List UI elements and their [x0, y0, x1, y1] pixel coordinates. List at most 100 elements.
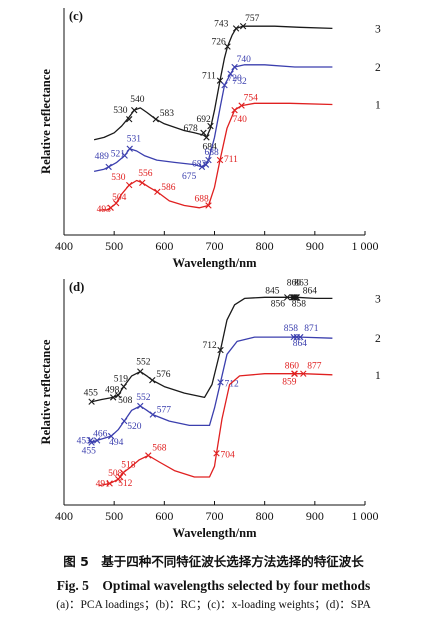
marker-cross-b [293, 294, 300, 301]
marker-cross-b [231, 106, 238, 114]
wavelength-marker: 871 [297, 324, 319, 341]
wavelength-marker: 711 [202, 72, 224, 84]
wavelength-marker: 743 [214, 19, 240, 32]
marker-cross-b [114, 392, 122, 399]
marker-label: 720 [228, 74, 243, 84]
figure-canvas: 400 500 600 700 800 900 1 000 (c) Wavelength/nm R… [39, 8, 381, 540]
marker-cross-b [216, 77, 224, 84]
marker-label: 704 [221, 450, 236, 460]
wavelength-marker: 877 [300, 362, 322, 377]
x-tick-label: 500 [105, 239, 123, 253]
marker-label: 576 [156, 370, 171, 380]
wavelength-marker: 494 [107, 432, 124, 448]
series-name-label: 1 [375, 99, 381, 111]
marker-cross-b [227, 70, 234, 78]
marker-label: 845 [265, 286, 280, 296]
marker-label: 508 [118, 396, 132, 406]
wavelength-marker: 552 [136, 393, 151, 410]
marker-label: 504 [112, 193, 127, 203]
marker-label: 453 [77, 436, 92, 446]
marker-label: 493 [97, 205, 112, 215]
marker-label: 726 [212, 38, 227, 48]
marker-label: 678 [183, 124, 198, 134]
chart-panel-2: 400 500 600 700 800 900 1 000 (d) Wavelength/nm R… [39, 278, 381, 540]
wavelength-marker: 860 [285, 362, 299, 377]
marker-cross-b [203, 134, 210, 141]
wavelength-marker: 576 [149, 370, 171, 384]
marker-label: 455 [82, 447, 97, 457]
x-axis-label: Wavelength/nm [172, 526, 257, 540]
wavelength-marker: 455 [82, 439, 97, 457]
marker-cross-b [137, 368, 144, 375]
wavelength-marker: 740 [231, 55, 252, 71]
marker-cross-b [112, 200, 120, 207]
marker-label: 521 [111, 150, 126, 160]
wavelength-marker: 754 [238, 94, 259, 109]
marker-cross-b [300, 370, 307, 377]
x-tick-label: 600 [155, 239, 173, 253]
marker-cross-b [107, 432, 115, 440]
marker-label: 556 [138, 169, 153, 179]
x-tick-label: 600 [155, 509, 173, 523]
marker-label: 531 [127, 135, 141, 145]
marker-label: 732 [233, 77, 248, 87]
wavelength-marker: 678 [183, 124, 207, 137]
marker-cross-b [120, 383, 127, 390]
marker-label: 498 [105, 385, 120, 395]
marker-label: 740 [237, 55, 252, 65]
marker-cross-b [137, 402, 144, 410]
wavelength-marker: 556 [138, 169, 153, 186]
wavelength-marker: 508 [114, 392, 133, 406]
wavelength-marker: 531 [126, 135, 141, 152]
marker-cross-b [231, 63, 238, 71]
marker-label: 519 [114, 375, 129, 385]
wavelength-marker: 864 [293, 286, 318, 301]
marker-label: 530 [113, 106, 128, 116]
wavelength-marker: 726 [212, 38, 231, 50]
wavelength-marker: 491 [96, 479, 113, 489]
marker-cross-b [232, 25, 240, 32]
marker-label: 552 [136, 358, 151, 368]
marker-label: 860 [287, 278, 302, 288]
marker-cross-b [87, 437, 94, 444]
marker-cross-b [200, 129, 207, 137]
marker-label: 754 [244, 94, 259, 104]
marker-cross-b [238, 102, 245, 109]
marker-label: 688 [204, 148, 219, 158]
marker-cross-b [198, 163, 206, 171]
marker-cross-b [149, 376, 156, 384]
wavelength-marker: 860 [287, 278, 302, 301]
marker-cross-b [216, 156, 224, 164]
marker-label: 856 [271, 299, 286, 309]
wavelength-marker: 520 [121, 417, 142, 432]
marker-label: 491 [96, 479, 111, 489]
marker-label: 864 [303, 286, 318, 296]
marker-label: 540 [130, 95, 145, 105]
wavelength-marker: 521 [111, 150, 128, 160]
marker-cross-b [154, 188, 161, 196]
wavelength-marker: 530 [113, 106, 133, 123]
x-tick-label: 900 [306, 509, 324, 523]
marker-label: 877 [307, 362, 322, 372]
marker-label: 530 [111, 173, 126, 183]
y-axis-label: Relative reflectance [39, 339, 53, 444]
wavelength-marker: 757 [239, 14, 260, 30]
marker-cross-b [131, 106, 138, 114]
marker-cross-b [205, 202, 212, 209]
marker-cross-b [207, 122, 214, 130]
wavelength-marker: 688 [194, 194, 212, 209]
marker-label: 743 [214, 19, 229, 29]
wavelength-marker: 675 [182, 163, 206, 182]
marker-label: 489 [95, 152, 110, 162]
marker-cross-b [217, 379, 224, 386]
wavelength-marker: 530 [111, 173, 133, 189]
marker-cross-b [149, 411, 156, 418]
x-tick-label: 400 [55, 509, 73, 523]
marker-cross-b [88, 398, 95, 405]
wavelength-marker: 498 [105, 385, 120, 401]
